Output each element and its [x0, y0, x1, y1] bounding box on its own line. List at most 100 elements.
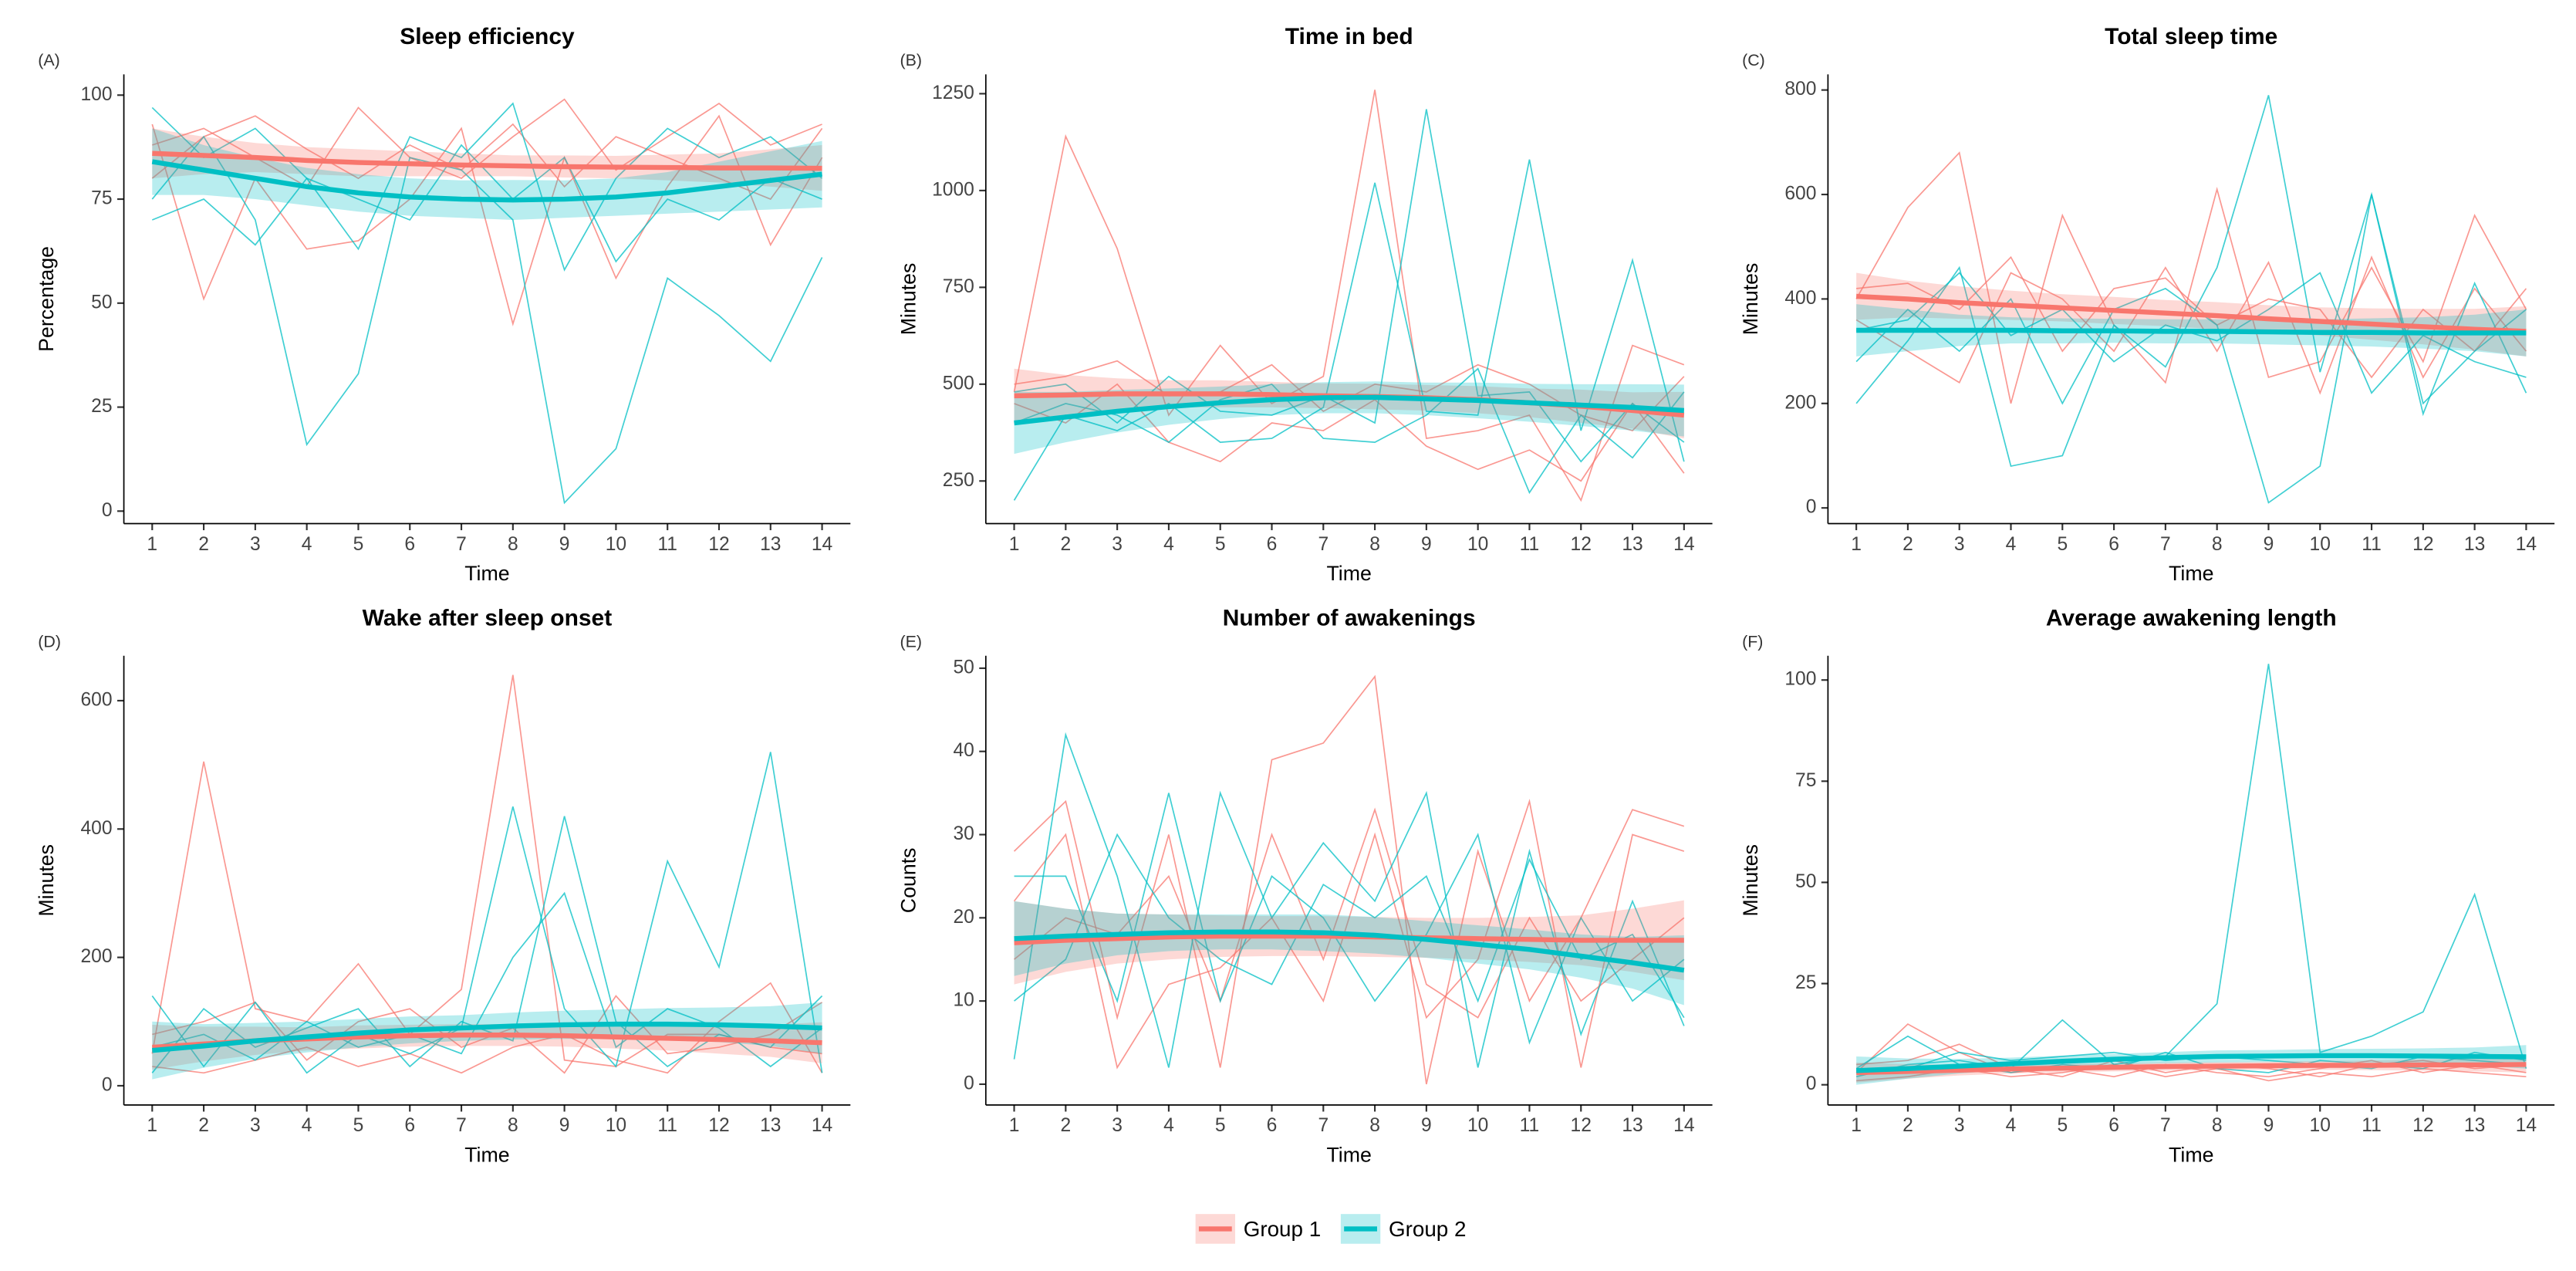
- x-tick-label: 3: [1112, 1115, 1123, 1136]
- subject-line: [1013, 798, 1685, 1070]
- panel: (D) Wake after sleep onset Time Minutes 0 200…: [35, 606, 851, 1166]
- trend-line: [1856, 327, 2527, 336]
- x-tick-label: 5: [1215, 1115, 1226, 1136]
- subject-line: [1855, 95, 2527, 468]
- x-axis-title: Time: [464, 562, 509, 585]
- x-tick-label: 13: [2464, 534, 2485, 555]
- x-axis-title: Time: [2169, 562, 2213, 585]
- x-tick-label: 6: [2108, 1115, 2119, 1136]
- x-tick-label: 8: [2212, 534, 2223, 555]
- x-tick-label: 12: [2412, 1115, 2433, 1136]
- subject-line: [1855, 151, 2527, 404]
- x-tick-label: 12: [2412, 534, 2433, 555]
- x-tick-label: 12: [708, 534, 729, 555]
- x-tick-label: 5: [2057, 534, 2068, 555]
- x-tick-label: 8: [2212, 1115, 2223, 1136]
- legend-label: Group 1: [1244, 1217, 1321, 1241]
- x-tick-label: 1: [147, 1115, 157, 1136]
- subject-line: [1855, 255, 2527, 395]
- panel: (C) Total sleep time Time Minutes 0 200 400 600…: [1739, 24, 2555, 585]
- x-tick-label: 8: [508, 534, 518, 555]
- subject-line: [152, 995, 823, 1074]
- y-tick-label: 400: [81, 818, 113, 839]
- y-tick-label: 10: [953, 990, 974, 1011]
- x-tick-label: 7: [2160, 1115, 2171, 1136]
- y-tick-label: 500: [943, 373, 974, 394]
- x-tick-label: 7: [2160, 534, 2171, 555]
- trend-line: [152, 1021, 822, 1053]
- y-tick-label: 200: [1784, 392, 1816, 413]
- trend-line: [1855, 293, 2527, 334]
- confidence-band: [1014, 901, 1684, 1006]
- panel-title: Wake after sleep onset: [363, 606, 613, 631]
- legend-label: Group 2: [1389, 1217, 1467, 1241]
- x-tick-label: 3: [250, 534, 261, 555]
- y-tick-label: 800: [1784, 79, 1816, 100]
- x-tick-label: 13: [1622, 1115, 1642, 1136]
- y-tick-label: 0: [102, 500, 113, 521]
- subject-line: [1014, 109, 1685, 463]
- y-tick-label: 600: [1784, 184, 1816, 205]
- y-tick-label: 40: [953, 740, 974, 761]
- confidence-band: [1014, 368, 1684, 439]
- y-axis-title: Counts: [896, 847, 920, 913]
- x-tick-label: 9: [2264, 1115, 2274, 1136]
- y-tick-label: 200: [81, 946, 113, 967]
- y-tick-label: 750: [943, 276, 974, 297]
- x-tick-label: 1: [147, 534, 157, 555]
- x-tick-label: 5: [353, 1115, 364, 1136]
- x-tick-label: 3: [1954, 534, 1965, 555]
- y-tick-label: 0: [102, 1074, 113, 1095]
- x-tick-label: 14: [2516, 1115, 2537, 1136]
- x-axis-title: Time: [1326, 562, 1371, 585]
- y-tick-label: 75: [91, 188, 112, 209]
- subject-line: [1855, 194, 2527, 504]
- x-tick-label: 14: [1673, 1115, 1694, 1136]
- subject-line: [151, 144, 822, 263]
- subject-line: [1013, 732, 1685, 1068]
- panel-label: (E): [900, 632, 923, 651]
- x-tick-label: 4: [1163, 534, 1174, 555]
- legend: Group 1 Group 2: [1195, 1214, 1467, 1244]
- x-tick-label: 6: [2108, 534, 2119, 555]
- panel-label: (A): [38, 51, 60, 69]
- y-tick-label: 0: [1806, 1073, 1817, 1094]
- subject-line: [1014, 807, 1685, 1019]
- y-tick-label: 400: [1784, 288, 1816, 309]
- x-tick-label: 13: [760, 534, 781, 555]
- x-tick-label: 2: [1902, 1115, 1913, 1136]
- y-tick-label: 100: [1784, 669, 1816, 690]
- y-tick-label: 30: [953, 823, 974, 844]
- confidence-band: [152, 128, 822, 191]
- x-tick-label: 12: [708, 1115, 729, 1136]
- x-tick-label: 11: [657, 534, 677, 555]
- y-tick-label: 75: [1795, 770, 1816, 791]
- x-tick-label: 7: [1318, 534, 1329, 555]
- subject-line: [152, 98, 822, 188]
- x-tick-label: 14: [812, 534, 832, 555]
- y-tick-label: 0: [964, 1073, 974, 1094]
- x-tick-label: 2: [198, 534, 209, 555]
- x-tick-label: 10: [2310, 534, 2331, 555]
- x-tick-label: 4: [302, 1115, 312, 1136]
- x-tick-label: 11: [657, 1115, 677, 1136]
- subject-line: [152, 982, 823, 1074]
- x-tick-label: 2: [198, 1115, 209, 1136]
- y-tick-label: 1250: [932, 83, 974, 103]
- panel-label: (B): [900, 51, 923, 69]
- subject-line: [151, 674, 822, 1067]
- x-tick-label: 10: [606, 1115, 626, 1136]
- panel: (E) Number of awakenings Time Counts 0 10 20 30…: [896, 606, 1713, 1166]
- y-tick-label: 50: [953, 657, 974, 678]
- subject-line: [151, 135, 823, 505]
- x-tick-label: 5: [353, 534, 364, 555]
- x-tick-label: 11: [2362, 1115, 2382, 1136]
- x-tick-label: 6: [1267, 1115, 1278, 1136]
- x-tick-label: 14: [812, 1115, 832, 1136]
- subject-line: [1014, 833, 1685, 1019]
- subject-line: [1014, 367, 1685, 495]
- y-tick-label: 50: [91, 292, 112, 313]
- x-tick-label: 2: [1060, 1115, 1071, 1136]
- x-tick-label: 6: [404, 534, 415, 555]
